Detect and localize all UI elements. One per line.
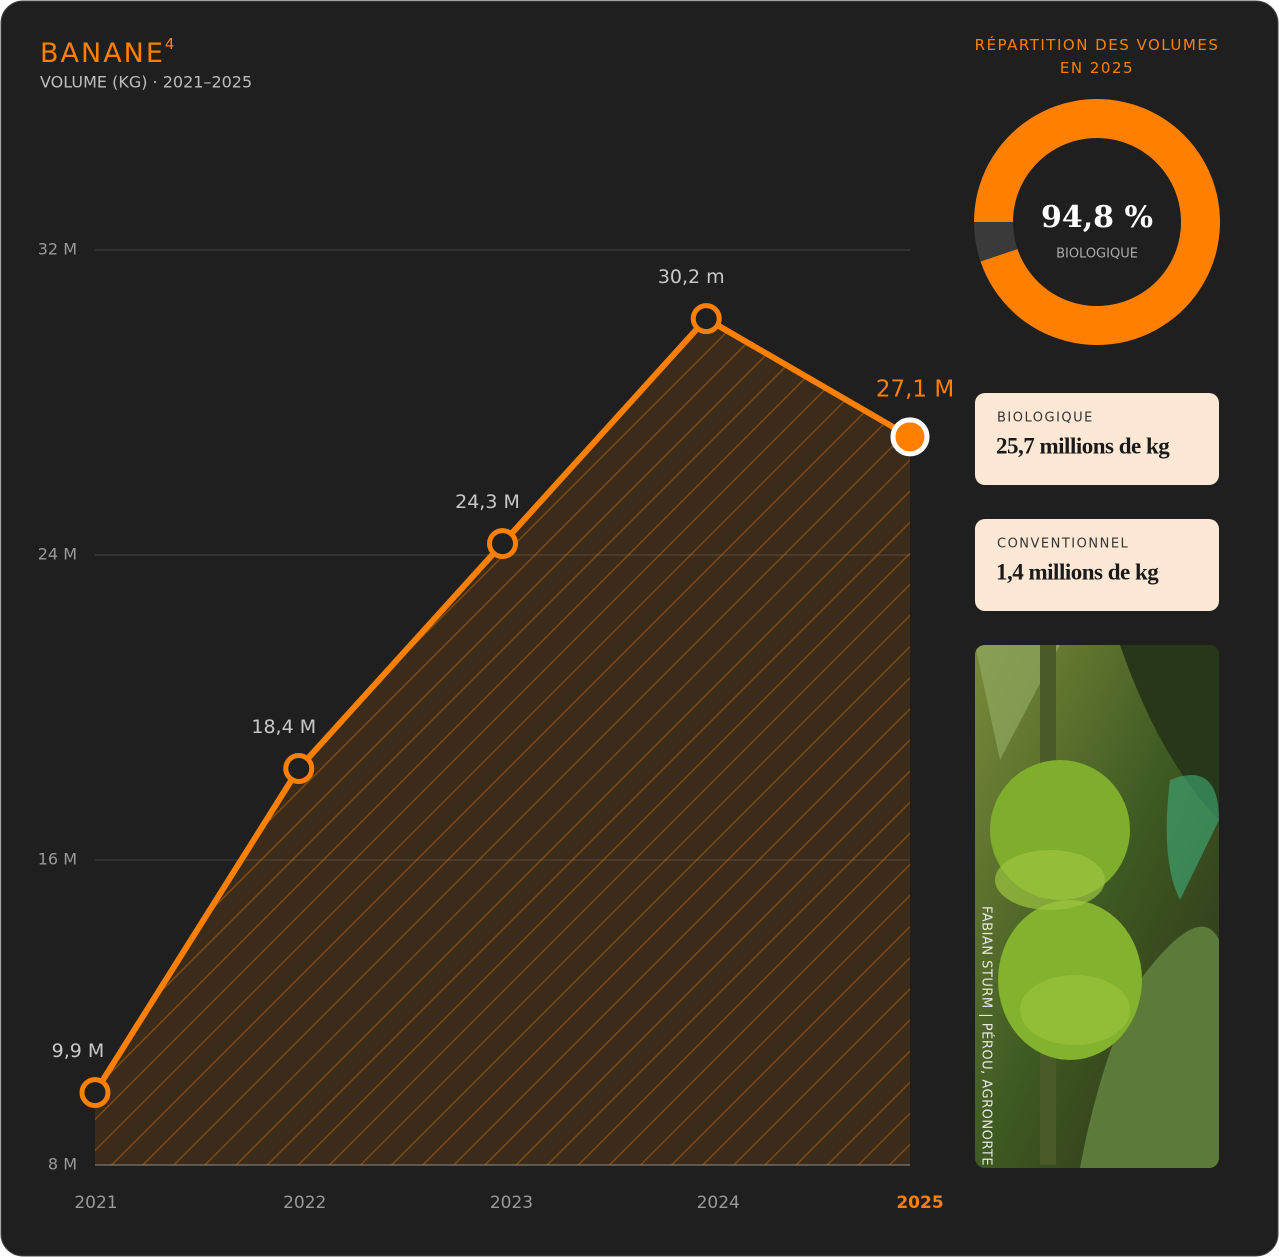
x-tick-label: 2024 — [697, 1193, 740, 1213]
value-label: 18,4 M — [251, 716, 316, 738]
card — [975, 393, 1219, 485]
x-tick-label: 2023 — [490, 1193, 533, 1213]
donut-title: RÉPARTITION DES VOLUMES EN 2025 — [975, 35, 1220, 77]
chart-subtitle: VOLUME (KG) · 2021–2025 — [40, 73, 252, 92]
x-tick-label: 2025 — [896, 1193, 943, 1213]
card — [975, 519, 1219, 611]
title-note: 4 — [165, 35, 177, 53]
point — [487, 528, 518, 560]
value-label: 24,3 M — [455, 491, 520, 513]
area-hatch — [95, 318, 910, 1165]
photo-credit: FABIAN STURM | PÉROU, AGRONORTE — [979, 906, 995, 1166]
donut-segment — [974, 98, 1220, 345]
card-value: 25,7 millions de kg — [996, 433, 1170, 458]
x-tick-label: 2021 — [74, 1193, 117, 1213]
y-tick-label: 16 M — [38, 850, 77, 869]
donut-title-line: RÉPARTITION DES VOLUMES — [975, 35, 1220, 54]
donut-segment — [974, 222, 1018, 262]
point — [690, 303, 722, 335]
donut-label: BIOLOGIQUE — [1056, 247, 1138, 262]
value-label: 30,2 m — [658, 266, 725, 288]
donut-title-line: EN 2025 — [1060, 59, 1134, 77]
y-tick-label: 8 M — [48, 1155, 77, 1174]
card-value: 1,4 millions de kg — [996, 559, 1159, 584]
y-tick-label: 24 M — [38, 545, 77, 564]
card-label: BIOLOGIQUE — [997, 411, 1094, 426]
point — [79, 1077, 111, 1109]
y-tick-label: 32 M — [38, 240, 77, 259]
value-label: 27,1 M — [876, 376, 954, 402]
point — [283, 753, 315, 784]
point — [890, 417, 930, 457]
donut-value: 94,8 % — [1041, 200, 1153, 235]
card-label: CONVENTIONNEL — [997, 537, 1129, 552]
title-text: BANANE — [40, 38, 165, 69]
value-label: 9,9 M — [52, 1040, 105, 1062]
chart-title: BANANE4 — [40, 35, 176, 69]
photo — [975, 645, 1219, 1168]
x-tick-label: 2022 — [283, 1193, 326, 1213]
